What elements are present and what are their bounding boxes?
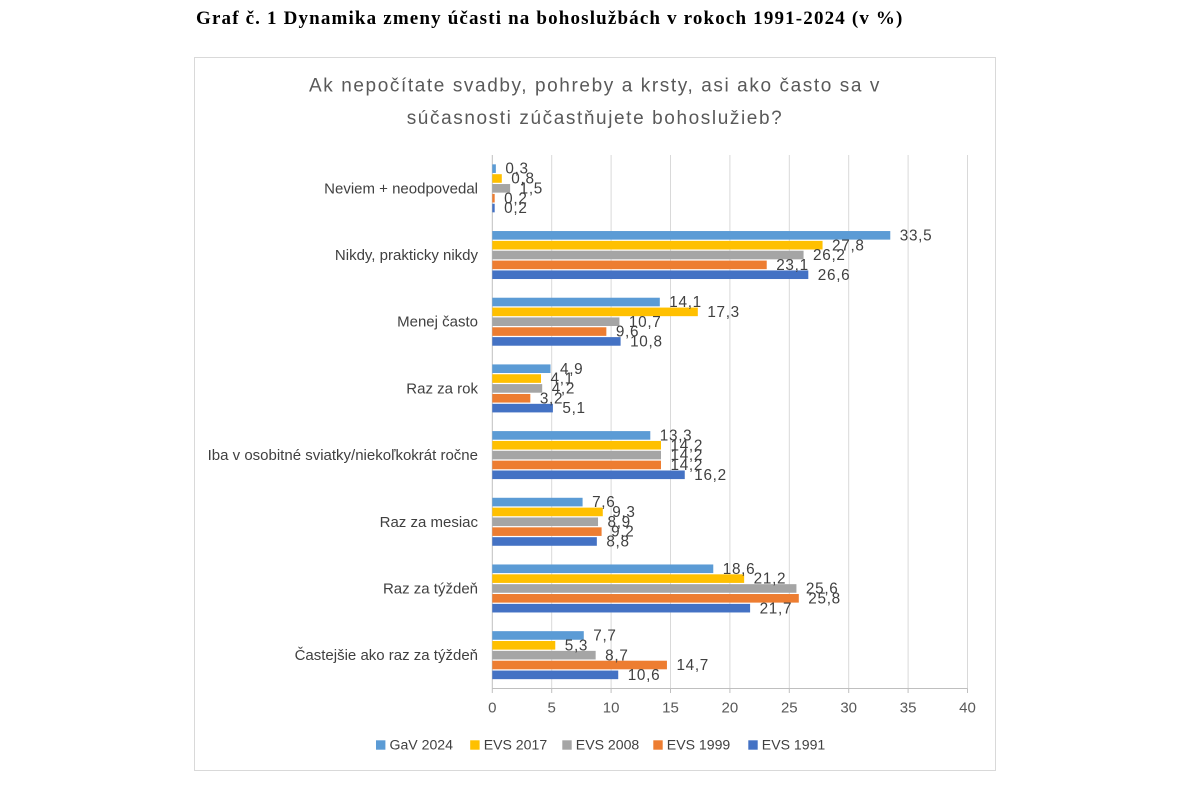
svg-text:GaV 2024: GaV 2024 bbox=[390, 737, 454, 753]
svg-text:Neviem + neodpovedal: Neviem + neodpovedal bbox=[324, 180, 478, 197]
svg-text:33,5: 33,5 bbox=[900, 227, 933, 244]
svg-text:26,6: 26,6 bbox=[818, 267, 851, 284]
svg-text:Nikdy, prakticky nikdy: Nikdy, prakticky nikdy bbox=[335, 247, 479, 264]
svg-text:21,2: 21,2 bbox=[754, 571, 787, 588]
svg-text:20: 20 bbox=[722, 700, 739, 717]
svg-text:7,7: 7,7 bbox=[593, 628, 616, 645]
svg-text:16,2: 16,2 bbox=[694, 467, 727, 484]
svg-text:Častejšie ako raz za týždeň: Častejšie ako raz za týždeň bbox=[295, 647, 478, 664]
svg-text:9,2: 9,2 bbox=[611, 524, 634, 541]
svg-text:14,2: 14,2 bbox=[671, 447, 704, 464]
svg-text:40: 40 bbox=[959, 700, 976, 717]
svg-text:23,1: 23,1 bbox=[776, 257, 809, 274]
svg-text:14,7: 14,7 bbox=[676, 657, 709, 674]
svg-text:4,2: 4,2 bbox=[552, 381, 575, 398]
svg-text:Raz za týždeň: Raz za týždeň bbox=[383, 580, 478, 597]
svg-text:26,2: 26,2 bbox=[813, 247, 846, 264]
svg-text:25,8: 25,8 bbox=[808, 590, 841, 607]
svg-text:Iba v osobitné sviatky/niekoľk: Iba v osobitné sviatky/niekoľkokrát ročn… bbox=[208, 447, 478, 464]
svg-text:10: 10 bbox=[603, 700, 620, 717]
svg-text:1,5: 1,5 bbox=[520, 180, 543, 197]
svg-text:Menej často: Menej často bbox=[397, 314, 478, 331]
svg-text:EVS 1999: EVS 1999 bbox=[667, 737, 731, 753]
svg-text:7,6: 7,6 bbox=[592, 494, 615, 511]
svg-text:súčasnosti zúčastňujete bohosl: súčasnosti zúčastňujete bohoslužieb? bbox=[407, 108, 784, 129]
svg-text:4,1: 4,1 bbox=[551, 371, 574, 388]
svg-text:17,3: 17,3 bbox=[707, 304, 740, 321]
svg-text:9,3: 9,3 bbox=[612, 504, 635, 521]
svg-text:0,8: 0,8 bbox=[511, 171, 534, 188]
svg-text:8,7: 8,7 bbox=[605, 647, 628, 664]
svg-text:8,9: 8,9 bbox=[608, 514, 631, 531]
svg-text:0,2: 0,2 bbox=[504, 200, 527, 217]
svg-text:EVS 1991: EVS 1991 bbox=[762, 737, 826, 753]
svg-text:10,8: 10,8 bbox=[630, 334, 663, 351]
svg-text:10,7: 10,7 bbox=[629, 314, 662, 331]
svg-text:0: 0 bbox=[488, 700, 496, 717]
svg-text:13,3: 13,3 bbox=[660, 427, 693, 444]
svg-text:14,2: 14,2 bbox=[671, 457, 704, 474]
svg-text:0,2: 0,2 bbox=[504, 190, 527, 207]
svg-text:27,8: 27,8 bbox=[832, 237, 865, 254]
svg-text:9,6: 9,6 bbox=[616, 324, 639, 341]
svg-text:0,3: 0,3 bbox=[505, 161, 528, 178]
svg-text:30: 30 bbox=[840, 700, 857, 717]
svg-text:3,2: 3,2 bbox=[540, 390, 563, 407]
svg-text:Raz za mesiac: Raz za mesiac bbox=[380, 514, 479, 531]
svg-text:25: 25 bbox=[781, 700, 798, 717]
svg-text:21,7: 21,7 bbox=[760, 600, 793, 617]
svg-text:5: 5 bbox=[548, 700, 556, 717]
svg-text:EVS 2017: EVS 2017 bbox=[484, 737, 548, 753]
svg-text:25,6: 25,6 bbox=[806, 581, 839, 598]
svg-text:15: 15 bbox=[662, 700, 679, 717]
svg-text:Raz za rok: Raz za rok bbox=[406, 380, 478, 397]
svg-text:4,9: 4,9 bbox=[560, 361, 583, 378]
svg-text:5,3: 5,3 bbox=[565, 637, 588, 654]
svg-text:EVS 2008: EVS 2008 bbox=[576, 737, 640, 753]
svg-text:10,6: 10,6 bbox=[628, 667, 661, 684]
svg-text:8,8: 8,8 bbox=[606, 534, 629, 551]
svg-text:Ak nepočítate svadby, pohreby: Ak nepočítate svadby, pohreby a krsty, a… bbox=[309, 76, 881, 97]
svg-text:18,6: 18,6 bbox=[723, 561, 756, 578]
svg-text:14,2: 14,2 bbox=[671, 437, 704, 454]
svg-text:14,1: 14,1 bbox=[669, 294, 702, 311]
svg-text:5,1: 5,1 bbox=[562, 400, 585, 417]
svg-text:35: 35 bbox=[900, 700, 917, 717]
